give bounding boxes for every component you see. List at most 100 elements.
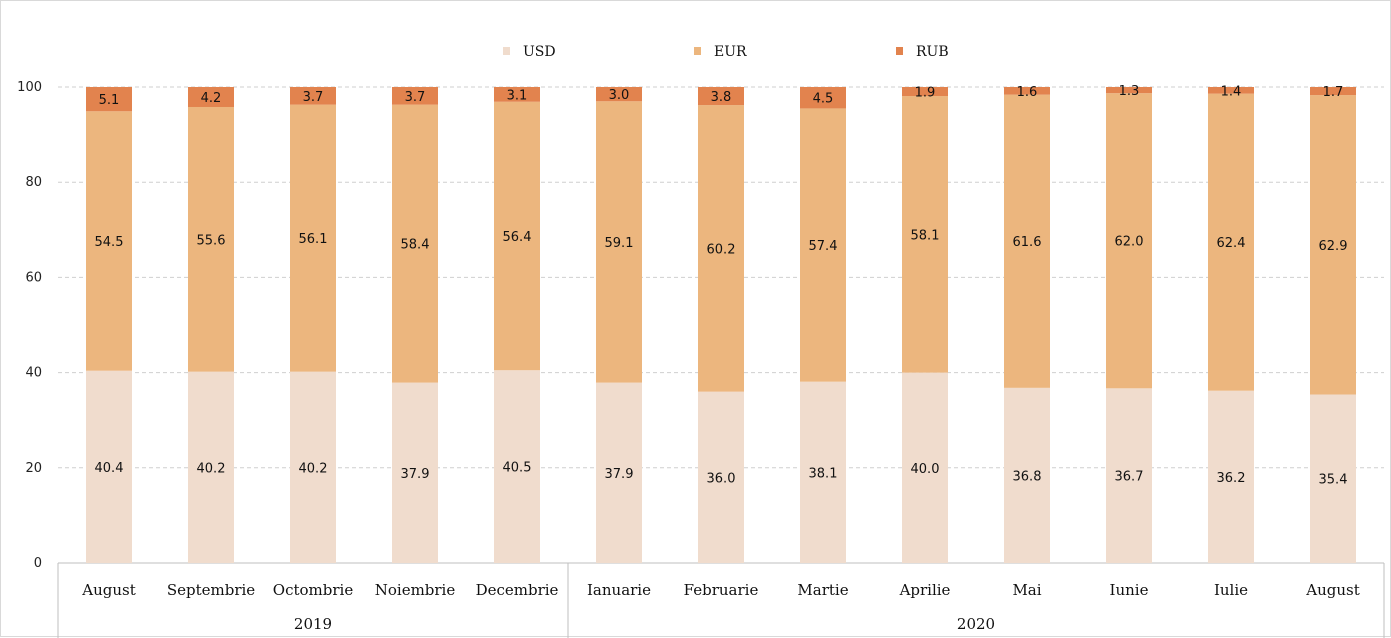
data-label-eur: 56.1 xyxy=(299,232,328,247)
bar-eur xyxy=(902,96,948,373)
data-label-usd: 38.1 xyxy=(809,466,838,481)
data-label-rub: 1.6 xyxy=(1017,85,1038,100)
data-label-usd: 40.4 xyxy=(95,461,124,476)
bar-eur xyxy=(698,105,744,392)
data-label-rub: 4.2 xyxy=(201,91,222,106)
data-label-rub: 3.7 xyxy=(303,90,324,105)
data-label-eur: 58.4 xyxy=(401,238,430,253)
bar-eur xyxy=(86,111,132,371)
data-label-eur: 61.6 xyxy=(1013,235,1042,250)
data-label-rub: 5.1 xyxy=(99,93,120,108)
bar-usd xyxy=(86,370,132,563)
data-label-usd: 35.4 xyxy=(1319,473,1348,488)
bar-rub xyxy=(392,87,438,105)
data-label-usd: 36.7 xyxy=(1115,470,1144,485)
y-tick-label: 80 xyxy=(25,175,42,190)
x-tick-label: Mai xyxy=(1012,581,1041,599)
x-tick-label: August xyxy=(1305,581,1359,599)
data-label-eur: 58.1 xyxy=(911,228,940,243)
data-label-usd: 36.8 xyxy=(1013,469,1042,484)
bar-rub xyxy=(86,87,132,112)
data-label-rub: 1.3 xyxy=(1119,84,1140,99)
bar-eur xyxy=(290,104,336,372)
data-label-eur: 55.6 xyxy=(197,233,226,248)
data-label-eur: 57.4 xyxy=(809,239,838,254)
data-label-usd: 36.0 xyxy=(707,471,736,486)
group-label: 2020 xyxy=(957,615,995,633)
bar-rub xyxy=(1310,87,1356,96)
x-tick-label: Aprilie xyxy=(899,581,951,599)
bar-usd xyxy=(1208,390,1254,563)
legend-label-usd: USD xyxy=(523,44,556,60)
bar-usd xyxy=(902,372,948,563)
bar-usd xyxy=(1004,387,1050,563)
bar-rub xyxy=(494,87,540,102)
bar-eur xyxy=(596,101,642,383)
x-tick-label: Martie xyxy=(797,581,848,599)
x-tick-label: Octombrie xyxy=(273,581,354,599)
data-label-usd: 40.2 xyxy=(299,461,328,476)
data-label-rub: 3.8 xyxy=(711,90,732,105)
bar-usd xyxy=(698,391,744,563)
bar-eur xyxy=(800,108,846,382)
bar-eur xyxy=(1310,95,1356,395)
y-tick-label: 20 xyxy=(25,461,42,476)
data-label-usd: 36.2 xyxy=(1217,471,1246,486)
data-label-rub: 1.9 xyxy=(915,86,936,101)
data-label-eur: 62.9 xyxy=(1319,239,1348,254)
data-label-eur: 60.2 xyxy=(707,242,736,257)
data-label-eur: 56.4 xyxy=(503,230,532,245)
data-label-usd: 40.2 xyxy=(197,461,226,476)
data-label-rub: 3.7 xyxy=(405,90,426,105)
bar-usd xyxy=(800,381,846,563)
data-label-rub: 4.5 xyxy=(813,92,834,107)
legend-swatch-eur xyxy=(694,47,701,55)
y-tick-label: 100 xyxy=(17,80,42,95)
bar-eur xyxy=(1106,93,1152,389)
bar-rub xyxy=(902,87,948,97)
bar-usd xyxy=(1106,388,1152,563)
bar-usd xyxy=(1310,394,1356,563)
legend-swatch-usd xyxy=(503,47,510,55)
data-label-eur: 62.4 xyxy=(1217,236,1246,251)
bar-eur xyxy=(494,101,540,371)
x-tick-label: August xyxy=(81,581,135,599)
bar-usd xyxy=(392,382,438,563)
x-tick-label: Ianuarie xyxy=(587,581,651,599)
data-label-rub: 3.0 xyxy=(609,88,630,103)
data-label-eur: 54.5 xyxy=(95,235,124,250)
legend-label-eur: EUR xyxy=(714,44,747,60)
bar-rub xyxy=(1004,87,1050,95)
y-tick-label: 40 xyxy=(25,366,42,381)
bar-eur xyxy=(1208,93,1254,391)
data-label-rub: 1.4 xyxy=(1221,84,1242,99)
bar-rub xyxy=(596,87,642,102)
bar-eur xyxy=(392,104,438,383)
data-label-usd: 40.0 xyxy=(911,462,940,477)
bar-rub xyxy=(800,87,846,109)
x-tick-label: Iulie xyxy=(1214,581,1248,599)
data-label-rub: 1.7 xyxy=(1323,85,1344,100)
data-label-rub: 3.1 xyxy=(507,88,528,103)
data-label-eur: 59.1 xyxy=(605,236,634,251)
group-label: 2019 xyxy=(294,615,332,633)
bar-usd xyxy=(494,370,540,563)
legend-label-rub: RUB xyxy=(916,44,949,60)
bar-rub xyxy=(188,87,234,107)
x-tick-label: Februarie xyxy=(684,581,759,599)
bar-usd xyxy=(596,382,642,563)
bar-eur xyxy=(1004,94,1050,388)
x-tick-label: Noiembrie xyxy=(375,581,456,599)
bar-rub xyxy=(290,87,336,105)
legend-swatch-rub xyxy=(896,47,903,55)
y-tick-label: 60 xyxy=(25,270,42,285)
x-tick-label: Septembrie xyxy=(167,581,255,599)
y-tick-label: 0 xyxy=(34,556,42,571)
bar-eur xyxy=(188,106,234,372)
x-tick-label: Iunie xyxy=(1110,581,1149,599)
bar-rub xyxy=(698,87,744,106)
bar-usd xyxy=(290,371,336,563)
data-label-usd: 37.9 xyxy=(605,467,634,482)
